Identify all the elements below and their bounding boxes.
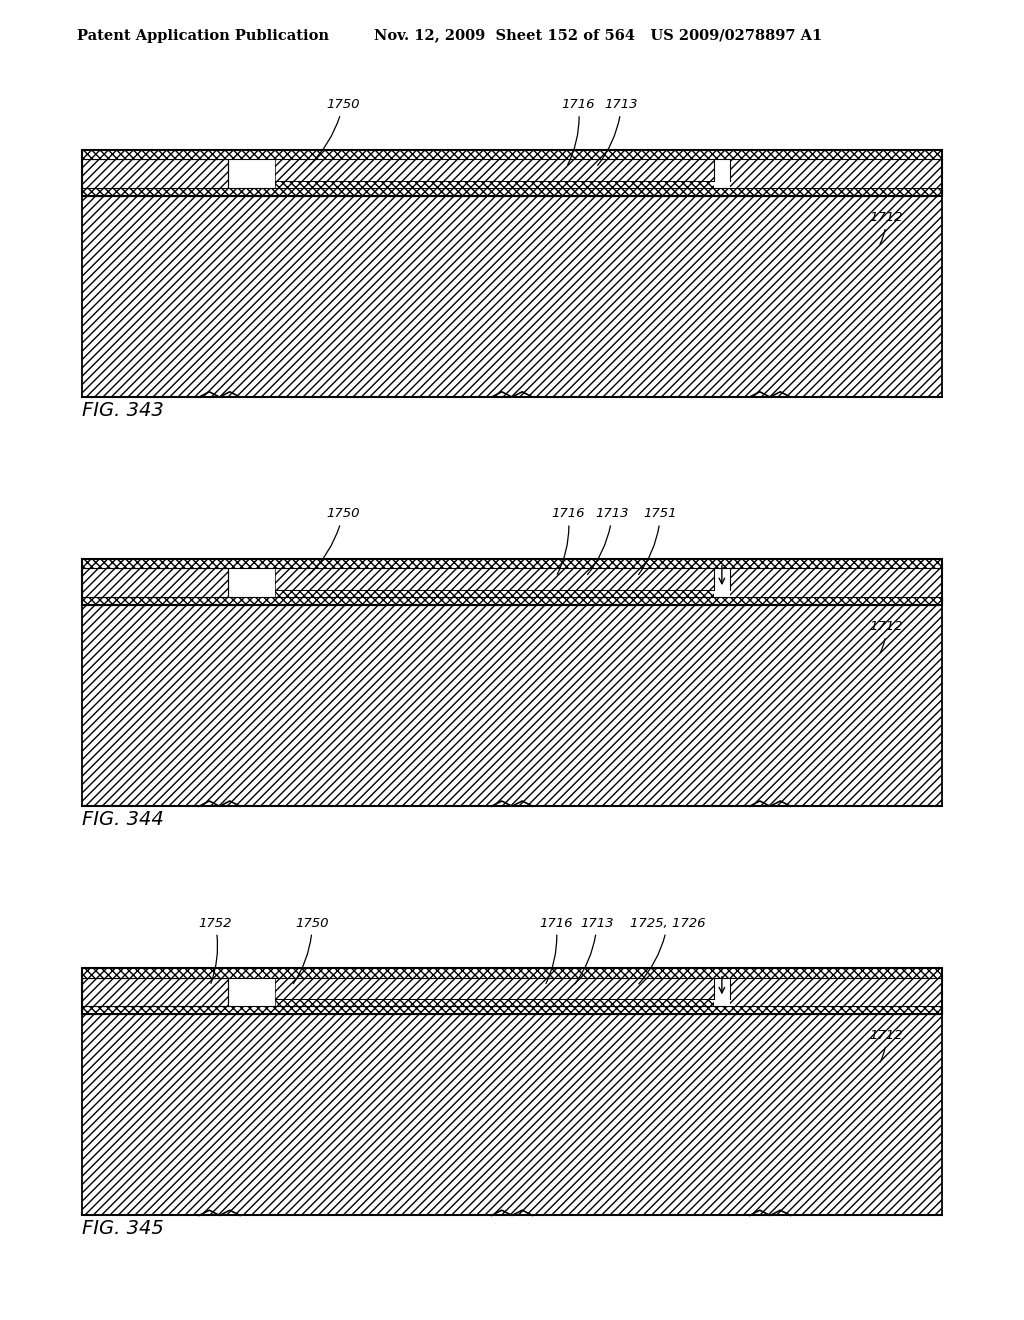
Bar [82, 569, 228, 597]
Bar [82, 969, 942, 978]
Text: 1713: 1713 [575, 916, 613, 983]
Bar [82, 150, 942, 160]
Text: 1751: 1751 [639, 507, 677, 574]
Text: 1725, 1726: 1725, 1726 [630, 916, 706, 983]
Bar [275, 999, 714, 1006]
Bar [714, 160, 730, 181]
Text: 1750: 1750 [309, 507, 359, 574]
Bar [730, 569, 942, 597]
Bar [275, 160, 714, 181]
Text: Nov. 12, 2009  Sheet 152 of 564   US 2009/0278897 A1: Nov. 12, 2009 Sheet 152 of 564 US 2009/0… [374, 29, 822, 42]
Text: 1716: 1716 [540, 916, 572, 983]
Bar [275, 181, 714, 187]
Bar [82, 150, 942, 160]
Bar [275, 569, 714, 590]
Text: 1713: 1713 [598, 98, 638, 165]
Bar [82, 160, 228, 187]
Bar [82, 187, 942, 195]
Bar [730, 978, 942, 1006]
Bar [82, 1006, 942, 1014]
Bar [82, 560, 942, 569]
Bar [82, 569, 228, 597]
Bar [730, 160, 942, 187]
Text: 1752: 1752 [199, 916, 231, 983]
Bar [275, 999, 714, 1006]
Bar [275, 569, 714, 590]
Bar [82, 978, 228, 1006]
Text: 1716: 1716 [562, 98, 595, 165]
Bar [82, 195, 942, 397]
Bar [82, 605, 942, 807]
Text: Patent Application Publication: Patent Application Publication [77, 29, 329, 42]
Bar [82, 969, 942, 1014]
Bar [714, 978, 730, 999]
Bar [82, 1014, 942, 1216]
Bar [82, 597, 942, 605]
Bar [82, 978, 228, 1006]
Text: 1750: 1750 [309, 98, 359, 165]
Bar [275, 590, 714, 597]
Text: 1716: 1716 [552, 507, 585, 574]
Bar [82, 160, 228, 187]
Bar [730, 160, 942, 187]
Bar [82, 195, 942, 397]
Bar [714, 569, 730, 590]
Text: FIG. 343: FIG. 343 [82, 401, 164, 420]
Bar [82, 969, 942, 978]
Text: FIG. 344: FIG. 344 [82, 810, 164, 829]
Text: 1712: 1712 [869, 1030, 902, 1063]
Text: FIG. 345: FIG. 345 [82, 1220, 164, 1238]
Text: 1712: 1712 [869, 211, 902, 244]
Bar [82, 605, 942, 807]
Bar [275, 978, 714, 999]
Text: 1712: 1712 [869, 620, 902, 653]
Bar [82, 560, 942, 569]
Bar [82, 1006, 942, 1014]
Bar [275, 181, 714, 187]
Bar [275, 590, 714, 597]
Bar [730, 569, 942, 597]
Bar [82, 187, 942, 195]
Bar [82, 597, 942, 605]
Text: 1750: 1750 [294, 916, 329, 983]
Bar [275, 978, 714, 999]
Bar [82, 1014, 942, 1216]
Text: 1713: 1713 [588, 507, 629, 574]
Bar [82, 560, 942, 605]
Bar [730, 978, 942, 1006]
Bar [275, 160, 714, 181]
Bar [82, 150, 942, 195]
